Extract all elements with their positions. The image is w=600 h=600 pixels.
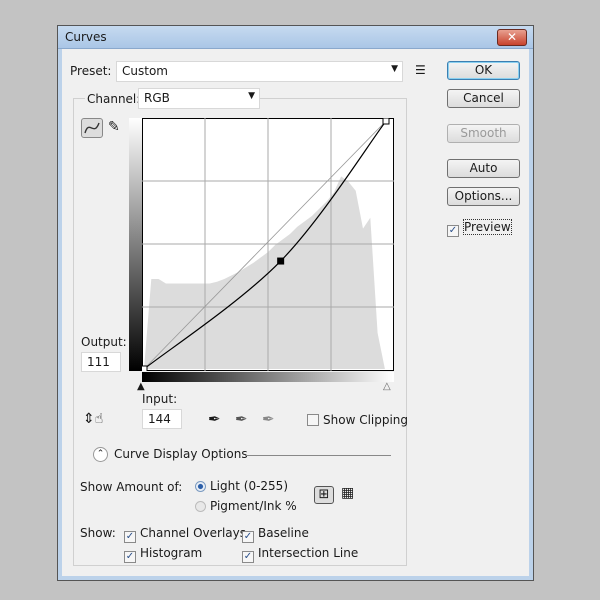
input-label: Input: (142, 392, 178, 406)
black-eyedropper-icon[interactable]: ✒ (208, 410, 221, 428)
light-label: Light (0-255) (210, 479, 288, 493)
radio-selected-icon (195, 481, 206, 492)
channel-overlays-checkbox[interactable]: ✓ Channel Overlays (124, 526, 246, 543)
baseline-label: Baseline (258, 526, 309, 540)
auto-button[interactable]: Auto (447, 159, 520, 178)
light-radio[interactable]: Light (0-255) (195, 479, 288, 493)
show-label: Show: (80, 526, 116, 540)
chevron-down-icon: ▼ (391, 64, 398, 74)
detailed-grid-button[interactable]: ▦ (341, 485, 355, 501)
white-point-slider[interactable]: △ (383, 381, 391, 392)
cancel-button[interactable]: Cancel (447, 89, 520, 108)
checkbox-box (307, 414, 319, 426)
black-point-slider[interactable]: ▲ (137, 381, 145, 392)
radio-icon (195, 501, 206, 512)
ok-button[interactable]: OK (447, 61, 520, 80)
preview-checkbox[interactable]: ✓ Preview (447, 219, 512, 237)
white-eyedropper-icon[interactable]: ✒ (262, 410, 275, 428)
pigment-label: Pigment/Ink % (210, 499, 297, 513)
channel-value: RGB (144, 91, 170, 105)
show-amount-label: Show Amount of: (80, 480, 183, 494)
smooth-button[interactable]: Smooth (447, 124, 520, 143)
channel-overlays-label: Channel Overlays (140, 526, 246, 540)
close-button[interactable]: ✕ (497, 29, 527, 46)
input-field[interactable]: 144 (142, 409, 182, 429)
preset-menu-icon[interactable]: ☰ (415, 63, 426, 77)
baseline (143, 120, 387, 370)
display-options-title: Curve Display Options (114, 447, 248, 461)
input-gradient (142, 372, 394, 382)
simple-grid-button[interactable]: ⊞ (314, 486, 334, 504)
pigment-radio[interactable]: Pigment/Ink % (195, 499, 297, 513)
baseline-checkbox[interactable]: ✓ Baseline (242, 526, 309, 543)
check-icon: ✓ (447, 225, 459, 237)
preset-select[interactable]: Custom ▼ (116, 61, 403, 82)
divider (245, 455, 391, 456)
collapse-icon[interactable]: ⌃ (93, 447, 108, 462)
channel-select[interactable]: RGB ▼ (138, 88, 260, 109)
check-icon: ✓ (242, 531, 254, 543)
show-clipping-label: Show Clipping (323, 413, 409, 427)
output-gradient (129, 118, 142, 371)
show-clipping-checkbox[interactable]: Show Clipping (307, 413, 408, 427)
selected-control-point (277, 257, 285, 265)
output-field[interactable]: 111 (81, 352, 121, 372)
chevron-down-icon: ▼ (248, 91, 255, 101)
curve-tool-button[interactable] (81, 118, 103, 138)
intersection-line-checkbox[interactable]: ✓ Intersection Line (242, 546, 358, 563)
control-point (142, 365, 148, 371)
curves-dialog: Curves ✕ Preset: Custom ▼ ☰ Channel: RGB… (57, 25, 534, 581)
gray-eyedropper-icon[interactable]: ✒ (235, 410, 248, 428)
preview-label: Preview (463, 219, 512, 235)
output-label: Output: (81, 335, 127, 349)
histogram-label: Histogram (140, 546, 203, 560)
pencil-icon[interactable]: ✎ (108, 119, 120, 135)
intersection-line-label: Intersection Line (258, 546, 359, 560)
histogram-checkbox[interactable]: ✓ Histogram (124, 546, 202, 563)
title-bar: Curves ✕ (58, 26, 533, 49)
control-point (382, 118, 390, 125)
curves-graph[interactable] (142, 118, 394, 371)
check-icon: ✓ (124, 531, 136, 543)
options-button[interactable]: Options... (447, 187, 520, 206)
check-icon: ✓ (124, 551, 136, 563)
preset-label: Preset: (70, 64, 112, 78)
targeted-adjustment-icon[interactable]: ⇕☝ (83, 411, 104, 427)
channel-label: Channel: (85, 92, 143, 106)
window-title: Curves (65, 30, 107, 44)
check-icon: ✓ (242, 551, 254, 563)
preset-value: Custom (122, 64, 168, 78)
